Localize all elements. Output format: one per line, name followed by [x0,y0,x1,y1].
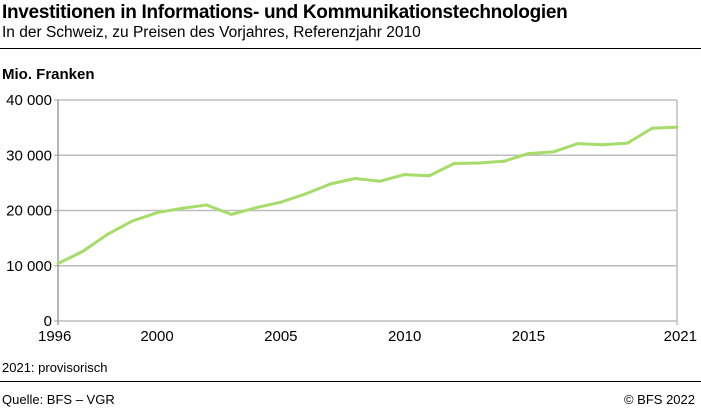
y-tick-label: 20 000 [6,203,52,220]
copyright-text: © BFS 2022 [623,392,695,407]
data-point-1996 [56,262,60,266]
y-tick-label: 0 [44,313,52,330]
line-chart: 0 10 000 20 000 30 000 40 000 1996 2000 2005 201… [6,92,697,345]
bottom-divider [0,381,701,382]
chart-title: Investitionen in Informations- und Kommu… [2,2,568,23]
data-point-2003 [229,212,233,216]
data-point-2008 [353,176,357,180]
data-point-2019 [625,141,629,145]
data-point-2012 [452,162,456,166]
top-divider [0,48,701,49]
data-point-1999 [130,219,134,223]
footnote: 2021: provisorisch [2,360,108,375]
y-axis-label: Mio. Franken [2,66,95,83]
data-point-2021 [675,125,679,129]
data-point-2016 [551,150,555,154]
x-tick-label: 2015 [512,328,545,345]
data-point-2004 [254,206,258,210]
y-tick-label: 10 000 [6,258,52,275]
data-point-2017 [576,142,580,146]
x-tick-label: 2021 [664,328,697,345]
x-tick-label: 1996 [38,328,71,345]
series-line [57,125,678,265]
data-point-1998 [106,232,110,236]
data-point-2005 [279,200,283,204]
data-point-2007 [328,182,332,186]
data-point-2014 [502,159,506,163]
data-point-2002 [205,203,209,207]
y-tick-label: 30 000 [6,147,52,164]
data-point-2011 [427,174,431,178]
source-text: Quelle: BFS – VGR [2,392,115,407]
data-point-2000 [155,211,159,215]
data-point-2009 [378,179,382,183]
y-tick-label: 40 000 [6,92,52,109]
data-point-2006 [304,192,308,196]
x-tick-label: 2000 [140,328,173,345]
data-point-2013 [477,161,481,165]
x-tick-label: 2005 [264,328,297,345]
data-point-2001 [180,206,184,210]
x-tick-label: 2010 [388,328,421,345]
data-point-2015 [526,152,530,156]
data-point-1997 [81,249,85,253]
data-point-2020 [650,126,654,130]
chart-subtitle: In der Schweiz, zu Preisen des Vorjahres… [2,24,421,41]
data-point-2010 [403,173,407,177]
data-point-2018 [601,143,605,147]
